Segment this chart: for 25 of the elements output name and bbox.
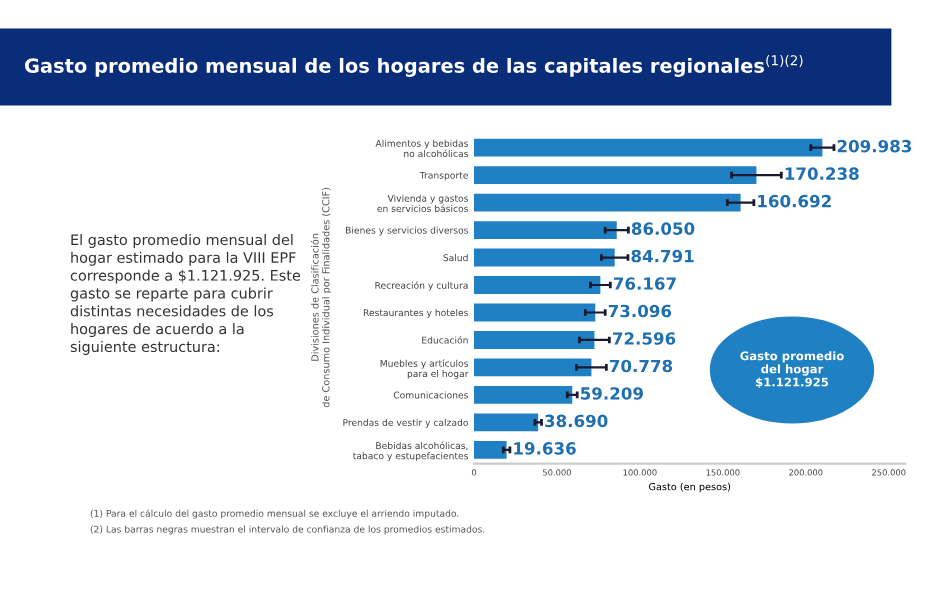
bar: [474, 166, 757, 185]
bar: [474, 331, 595, 349]
data-label: 86.050: [631, 222, 695, 235]
bar: [474, 221, 617, 239]
data-label: 170.238: [785, 167, 859, 180]
bar: [474, 138, 823, 157]
bar: [474, 248, 615, 267]
data-label: 72.596: [612, 332, 676, 345]
data-label: 19.636: [514, 442, 576, 455]
bar: [474, 303, 596, 322]
data-label: 160.692: [758, 194, 831, 208]
data-label: 76.167: [613, 277, 676, 290]
bar: [474, 193, 741, 212]
bar: [474, 385, 573, 404]
data-label: 209.983: [837, 139, 912, 153]
bar: [474, 440, 507, 459]
bar: [474, 358, 592, 377]
data-label: 84.791: [631, 249, 694, 263]
data-label: 70.778: [609, 359, 673, 373]
data-label: 73.096: [608, 304, 672, 318]
data-label: 38.690: [545, 414, 608, 428]
bar: [474, 413, 539, 432]
chart-title: Gasto promedio mensual de los hogares de las capitales regionales$^{(1)(2)}$: [24, 54, 803, 77]
bar: [474, 276, 601, 294]
data-label: 59.209: [580, 387, 643, 400]
